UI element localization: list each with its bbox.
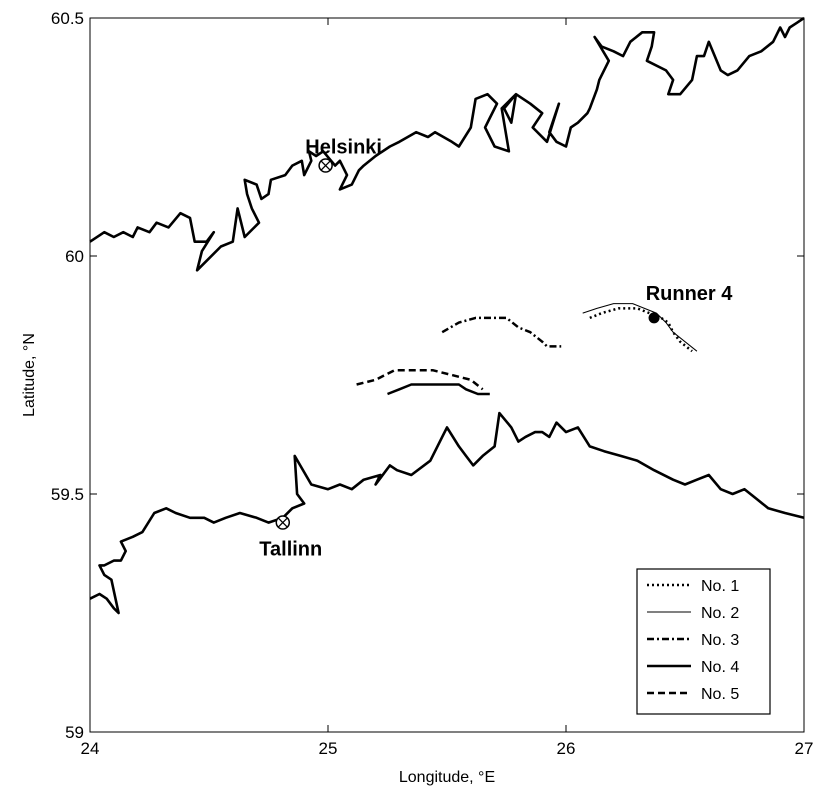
x-tick-label: 26 <box>557 739 576 758</box>
legend: No. 1 No. 2 No. 3 No. 4 No. 5 <box>636 568 771 715</box>
legend-label-2: No. 2 <box>701 605 739 622</box>
track-no-4 <box>387 383 490 396</box>
axis-ticks: 24 25 26 27 59 59.5 60 60.5 <box>51 9 814 758</box>
place-markers: Helsinki Tallinn Runner 4 <box>259 137 733 561</box>
coastlines <box>89 16 805 615</box>
drifter-tracks <box>356 303 698 396</box>
legend-label-3: No. 3 <box>701 632 739 649</box>
legend-label-5: No. 5 <box>701 686 739 703</box>
track-no-2 <box>582 303 698 352</box>
coastline-south <box>89 411 805 615</box>
x-tick-label: 27 <box>795 739 814 758</box>
x-tick-label: 25 <box>319 739 338 758</box>
x-axis-label: Longitude, °E <box>399 769 495 786</box>
y-tick-label: 60 <box>65 247 84 266</box>
tallinn-marker-cross <box>277 517 288 528</box>
legend-label-1: No. 1 <box>701 578 739 595</box>
track-no-5 <box>356 368 484 391</box>
y-tick-label: 60.5 <box>51 9 84 28</box>
coastline-north <box>89 16 805 272</box>
helsinki-label: Helsinki <box>305 137 382 159</box>
track-no-1 <box>589 307 693 353</box>
legend-box <box>636 568 771 715</box>
legend-label-4: No. 4 <box>701 659 739 676</box>
y-axis-label: Latitude, °N <box>21 333 38 417</box>
helsinki-marker-cross <box>320 160 331 171</box>
y-tick-label: 59.5 <box>51 485 84 504</box>
x-tick-label: 24 <box>81 739 100 758</box>
tallinn-label: Tallinn <box>259 539 322 561</box>
y-tick-label: 59 <box>65 723 84 742</box>
track-no-3 <box>441 316 562 348</box>
runner-label: Runner 4 <box>646 283 734 305</box>
runner-marker <box>648 312 660 324</box>
